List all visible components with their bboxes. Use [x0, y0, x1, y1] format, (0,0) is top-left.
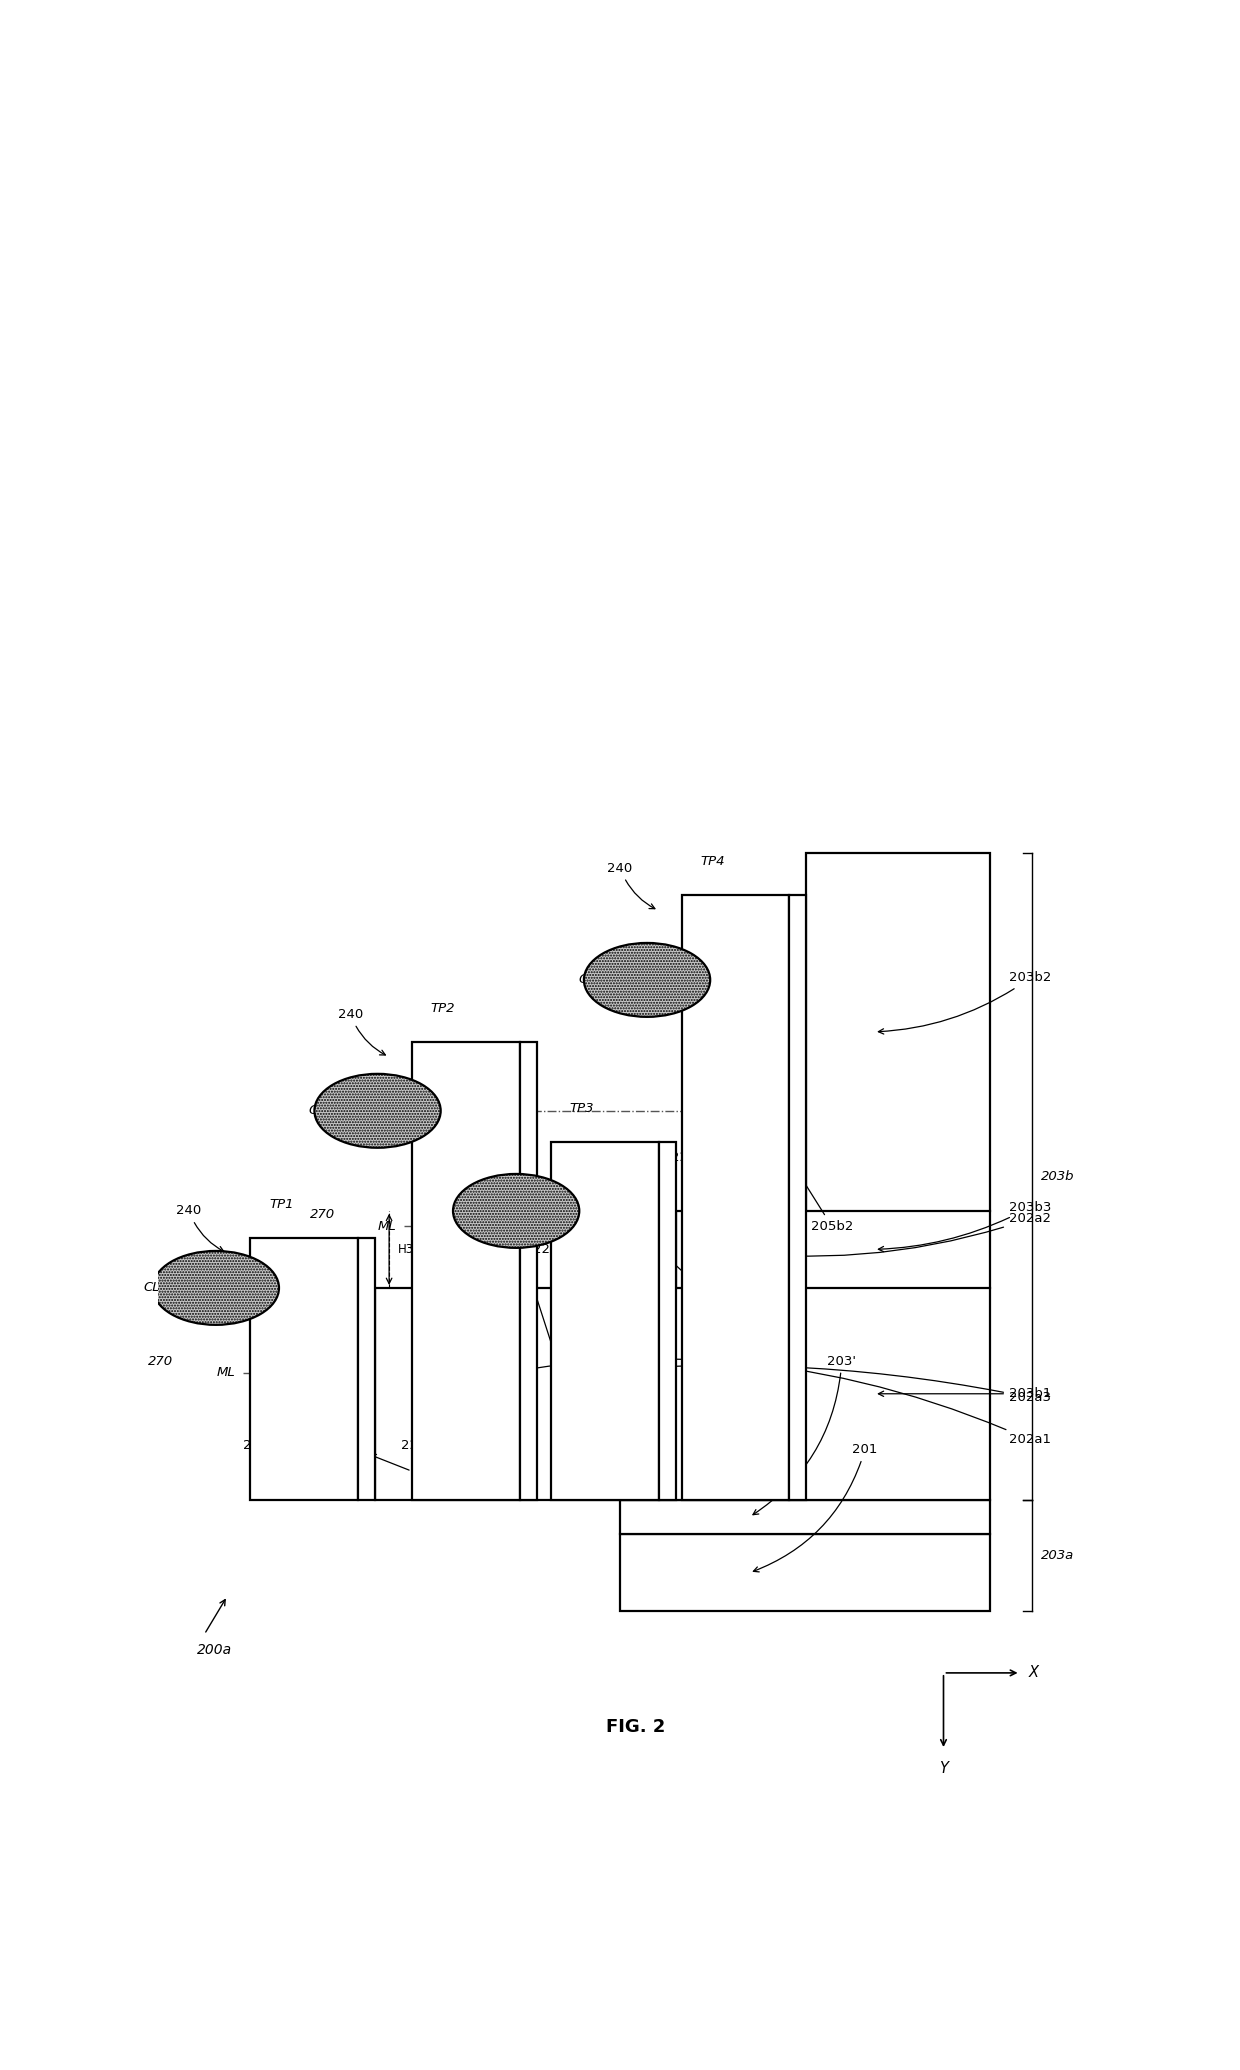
- Text: Y: Y: [939, 1762, 947, 1776]
- Text: 223a': 223a': [243, 1254, 280, 1453]
- Text: ML: ML: [216, 1366, 236, 1379]
- Bar: [790, 894, 806, 1499]
- Text: TP4: TP4: [701, 855, 724, 867]
- Text: 240: 240: [608, 861, 655, 909]
- Text: CL2: CL2: [309, 1103, 334, 1118]
- Text: 203b1: 203b1: [878, 1387, 1052, 1399]
- Text: 202a2: 202a2: [718, 1213, 1052, 1256]
- Ellipse shape: [315, 1074, 440, 1147]
- Bar: [658, 1141, 676, 1499]
- Text: 223b': 223b': [401, 1058, 439, 1453]
- Text: 270: 270: [310, 1209, 335, 1221]
- Ellipse shape: [453, 1174, 579, 1248]
- Text: 205a1: 205a1: [371, 1455, 456, 1486]
- Text: TP1: TP1: [269, 1199, 294, 1211]
- Text: 200a: 200a: [197, 1644, 232, 1656]
- Bar: [250, 1238, 358, 1499]
- Text: 223c': 223c': [532, 1157, 570, 1256]
- Ellipse shape: [584, 944, 711, 1016]
- Bar: [520, 1041, 537, 1499]
- Ellipse shape: [153, 1250, 279, 1325]
- Text: 203a: 203a: [1042, 1548, 1075, 1563]
- Text: 203b3: 203b3: [878, 1201, 1052, 1252]
- Text: 203b2: 203b2: [878, 971, 1052, 1035]
- Text: 205a2: 205a2: [529, 1277, 610, 1468]
- Text: 202a3: 202a3: [564, 1366, 1052, 1403]
- Text: 240: 240: [176, 1205, 223, 1252]
- Text: TP2: TP2: [430, 1002, 455, 1014]
- Text: 223d': 223d': [671, 911, 708, 1163]
- Bar: [620, 1534, 990, 1610]
- Bar: [682, 894, 790, 1499]
- Text: CL1: CL1: [143, 1281, 169, 1294]
- Ellipse shape: [584, 944, 711, 1016]
- Text: CL4: CL4: [578, 973, 603, 987]
- Bar: [620, 1499, 990, 1534]
- Ellipse shape: [315, 1074, 440, 1147]
- Text: 203': 203': [753, 1354, 857, 1515]
- Text: 205b1: 205b1: [670, 1261, 734, 1306]
- Text: CL3: CL3: [448, 1205, 472, 1217]
- Bar: [412, 1041, 520, 1499]
- Text: 201: 201: [754, 1443, 878, 1571]
- Text: 270: 270: [149, 1354, 174, 1368]
- Text: H1, H2: H1, H2: [250, 1387, 290, 1399]
- Text: 203b: 203b: [1042, 1170, 1075, 1182]
- Text: H3: H3: [398, 1242, 414, 1256]
- Text: X: X: [1028, 1666, 1038, 1681]
- Text: TP3: TP3: [569, 1101, 594, 1114]
- Text: 202a1: 202a1: [418, 1358, 1052, 1447]
- Text: ML: ML: [378, 1219, 397, 1234]
- Ellipse shape: [453, 1174, 579, 1248]
- Text: 240: 240: [339, 1008, 386, 1056]
- Ellipse shape: [153, 1250, 279, 1325]
- Bar: [358, 1238, 376, 1499]
- Polygon shape: [376, 853, 990, 1499]
- Text: FIG. 2: FIG. 2: [606, 1718, 665, 1737]
- Bar: [551, 1141, 658, 1499]
- Text: 205b2: 205b2: [800, 1176, 853, 1234]
